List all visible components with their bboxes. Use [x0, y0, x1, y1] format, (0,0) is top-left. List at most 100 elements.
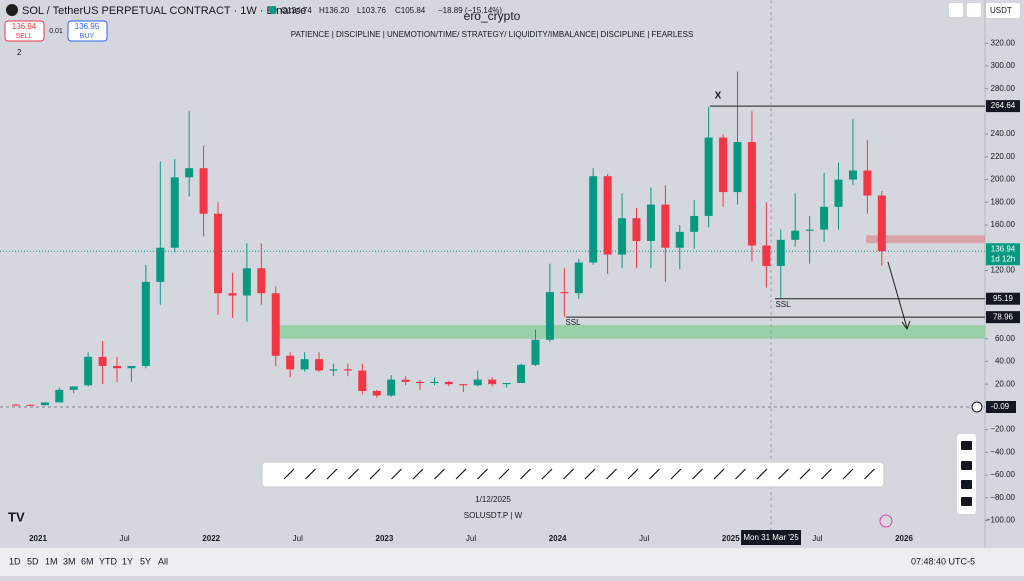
candle-body	[719, 137, 728, 193]
zone	[272, 325, 985, 339]
arrow-head	[901, 320, 911, 331]
drawing-toolbar	[261, 461, 885, 488]
currency: USDT	[990, 6, 1012, 15]
candle-body	[646, 204, 655, 241]
legend-value: −18.89 (−15.14%)	[438, 6, 502, 15]
x-tick-label: 2022	[202, 534, 220, 543]
crosshair-date: Mon 31 Mar '25	[743, 533, 799, 542]
side-icon[interactable]	[961, 461, 972, 470]
legend-value: H136.20	[319, 6, 350, 15]
candle-body	[618, 218, 627, 255]
range-button[interactable]: 1Y	[122, 556, 133, 566]
candle-body	[834, 179, 843, 207]
candle-body	[84, 356, 93, 386]
tool-icon[interactable]	[412, 468, 424, 480]
tool-icon[interactable]	[842, 468, 854, 480]
tv-logo: TV	[8, 509, 25, 524]
x-tick-label: Jul	[293, 534, 303, 543]
tool-icon[interactable]	[713, 468, 725, 480]
range-button[interactable]: 1D	[9, 556, 21, 566]
candle-body	[387, 379, 396, 396]
tool-icon[interactable]	[305, 468, 316, 480]
tool-icon[interactable]	[348, 468, 359, 480]
tool-icon[interactable]	[369, 468, 381, 480]
tool-icon[interactable]	[799, 468, 811, 480]
arrow-line	[887, 261, 908, 329]
bottom-bar	[0, 548, 1024, 576]
tool-icon[interactable]	[864, 468, 875, 480]
author: ero_crypto	[464, 9, 521, 23]
watermark-date: 1/12/2025	[475, 495, 511, 504]
y-tick-label: 300.00	[991, 61, 1016, 70]
side-icon[interactable]	[961, 480, 972, 489]
tool-icon[interactable]	[434, 468, 445, 480]
candle-body	[257, 268, 266, 294]
legend-value: L103.76	[357, 6, 386, 15]
side-icon[interactable]	[961, 441, 972, 450]
buy-label: BUY	[80, 33, 95, 40]
tool-icon[interactable]	[778, 468, 789, 480]
candle-body	[416, 381, 425, 384]
status-dot	[269, 6, 277, 14]
candle-body	[199, 168, 208, 214]
candle-body	[228, 293, 237, 296]
candle-body	[286, 355, 295, 370]
candle-body	[791, 230, 800, 240]
tool-icon[interactable]	[649, 468, 660, 480]
annotation: X	[715, 91, 722, 102]
tool-icon[interactable]	[563, 468, 574, 480]
tool-icon[interactable]	[627, 468, 639, 480]
range-button[interactable]: All	[158, 556, 168, 566]
tool-icon[interactable]	[477, 468, 488, 480]
tool-icon[interactable]	[670, 468, 682, 480]
candle-body	[517, 364, 526, 384]
sell-button[interactable]	[4, 20, 45, 42]
tool-icon[interactable]	[692, 468, 703, 480]
currency-select[interactable]	[986, 3, 1020, 18]
candle-body	[877, 195, 886, 252]
range-button[interactable]: 5Y	[140, 556, 151, 566]
x-tick-label: 2024	[549, 534, 567, 543]
candle-body	[358, 370, 367, 391]
candle-body	[156, 247, 165, 282]
range-button[interactable]: 1M	[45, 556, 58, 566]
side-icon[interactable]	[961, 497, 972, 506]
y-tick-label: 20.00	[995, 379, 1016, 388]
tool-icon[interactable]	[584, 468, 596, 480]
candle-body	[343, 369, 352, 371]
price-label-box	[986, 243, 1020, 266]
sell-price: 136.94	[12, 22, 37, 31]
tool-icon[interactable]	[391, 468, 402, 480]
range-button[interactable]: 6M	[81, 556, 94, 566]
tool-icon[interactable]	[541, 468, 553, 480]
indicator-count[interactable]: 2	[17, 48, 22, 57]
candle-body	[300, 359, 309, 370]
candle-body	[242, 268, 251, 296]
add-alert[interactable]	[971, 401, 983, 413]
tool-icon[interactable]	[283, 468, 295, 480]
tool-icon[interactable]	[455, 468, 467, 480]
tool-icon[interactable]	[498, 468, 510, 480]
symbol-icon	[6, 4, 18, 16]
x-tick-label: Jul	[119, 534, 129, 543]
range-button[interactable]: 3M	[63, 556, 76, 566]
tool-icon[interactable]	[606, 468, 617, 480]
tool-icon[interactable]	[735, 468, 746, 480]
replay-icon[interactable]	[879, 514, 893, 528]
range-button[interactable]: YTD	[99, 556, 118, 566]
candle-body	[372, 390, 381, 396]
candle-body	[40, 402, 49, 406]
tool-icon[interactable]	[821, 468, 832, 480]
tool-icon[interactable]	[756, 468, 768, 480]
buy-button[interactable]	[67, 20, 108, 42]
range-button[interactable]: 5D	[27, 556, 39, 566]
crosshair-price-box	[986, 400, 1016, 413]
layout-button[interactable]	[967, 3, 981, 17]
download-button[interactable]	[949, 3, 963, 17]
candle-body	[488, 379, 497, 385]
tool-icon[interactable]	[326, 468, 338, 480]
tool-icon[interactable]	[520, 468, 531, 480]
y-tick-label: −80.00	[990, 493, 1015, 502]
